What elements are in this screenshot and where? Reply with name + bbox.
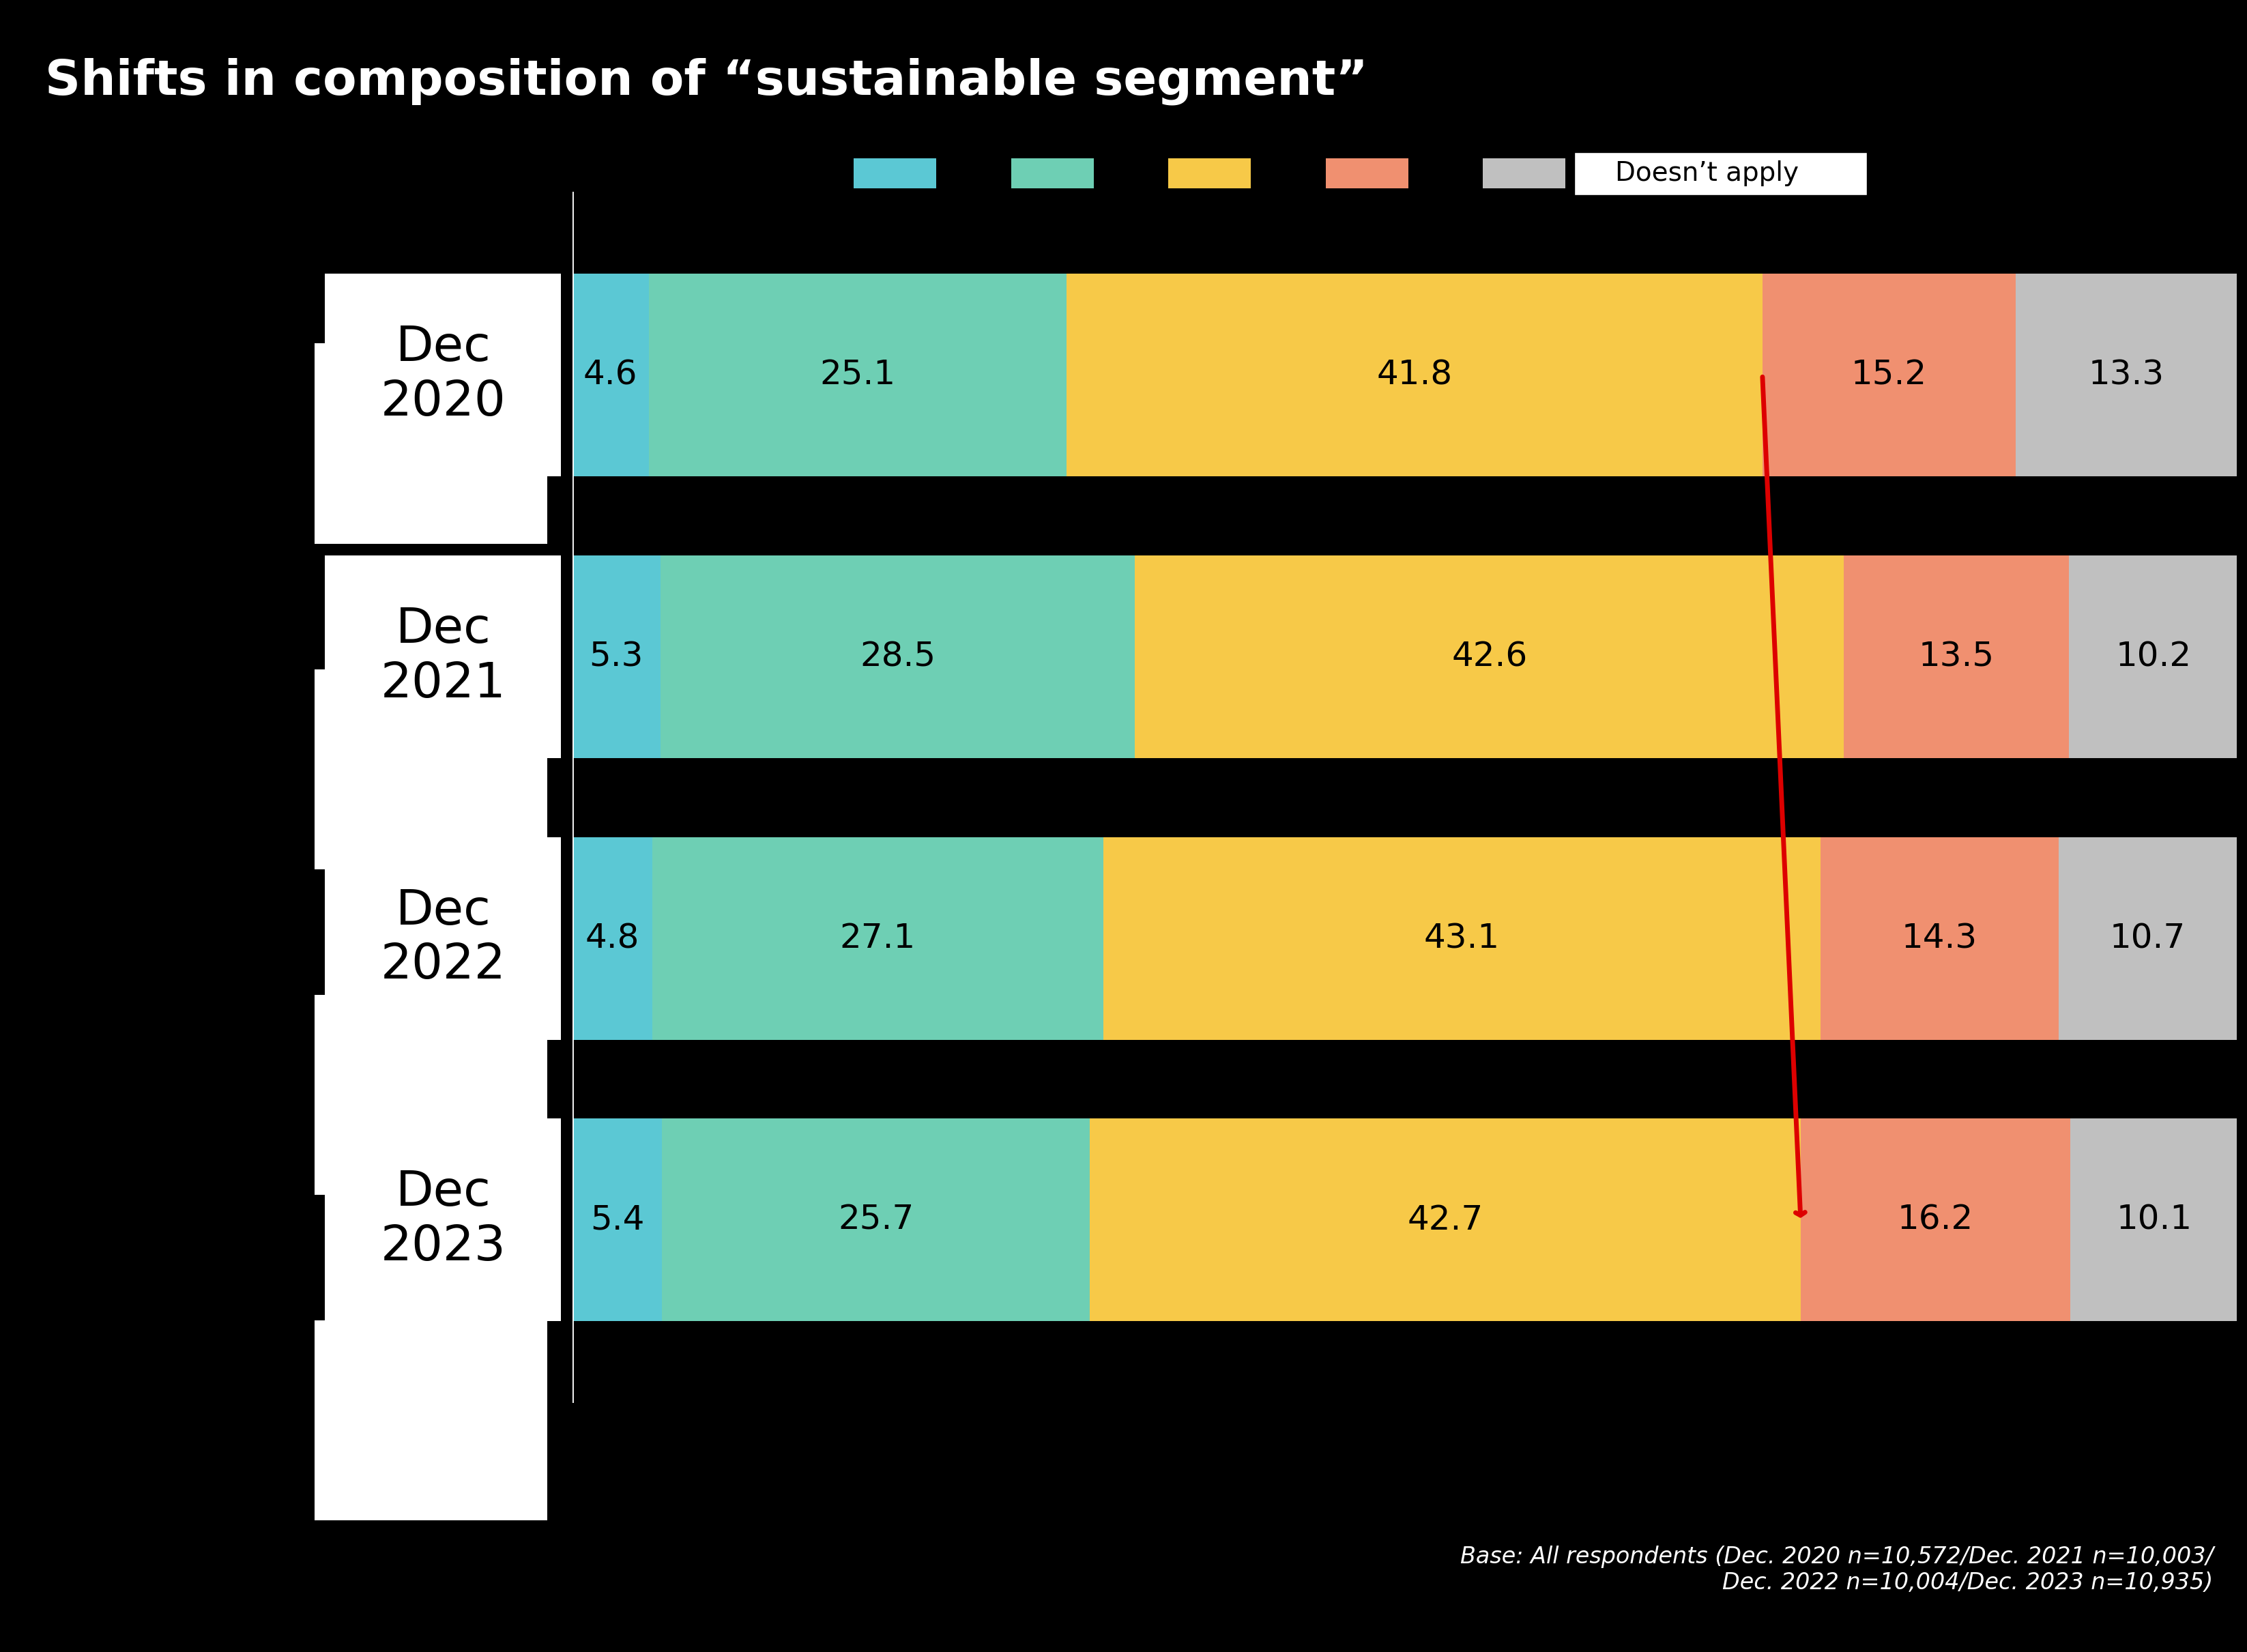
Bar — [1090, 1118, 1800, 1322]
FancyBboxPatch shape — [315, 669, 548, 869]
Text: 13.3: 13.3 — [2087, 358, 2164, 392]
Text: 4.8: 4.8 — [584, 922, 640, 955]
Text: 10.7: 10.7 — [2110, 922, 2186, 955]
Text: Base: All respondents (Dec. 2020 n=10,572/Dec. 2021 n=10,003/
Dec. 2022 n=10,004: Base: All respondents (Dec. 2020 n=10,57… — [1461, 1546, 2213, 1594]
Text: 28.5: 28.5 — [861, 641, 935, 672]
Bar — [573, 274, 649, 476]
Bar — [1762, 274, 2016, 476]
Text: Dec
2023: Dec 2023 — [380, 1170, 506, 1270]
Bar — [573, 1118, 663, 1322]
Text: 5.4: 5.4 — [591, 1204, 645, 1236]
Text: 42.7: 42.7 — [1407, 1204, 1483, 1236]
Text: 13.5: 13.5 — [1919, 641, 1993, 672]
Bar — [663, 1118, 1090, 1322]
Text: Dec
2022: Dec 2022 — [380, 887, 506, 990]
Bar — [1800, 1118, 2069, 1322]
Bar — [573, 838, 652, 1039]
Bar — [649, 274, 1067, 476]
FancyBboxPatch shape — [315, 344, 548, 544]
Text: Shifts in composition of “sustainable segment”: Shifts in composition of “sustainable se… — [45, 58, 1368, 106]
FancyBboxPatch shape — [315, 1320, 548, 1520]
Text: Doesn’t apply: Doesn’t apply — [1616, 160, 1800, 187]
Text: 16.2: 16.2 — [1896, 1204, 1973, 1236]
Text: 10.2: 10.2 — [2117, 641, 2191, 672]
Text: 43.1: 43.1 — [1425, 922, 1499, 955]
Bar — [652, 838, 1103, 1039]
Text: 14.3: 14.3 — [1901, 922, 1977, 955]
Text: 27.1: 27.1 — [840, 922, 917, 955]
Text: Dec
2021: Dec 2021 — [380, 606, 506, 707]
Bar — [573, 555, 661, 758]
Bar — [2058, 838, 2236, 1039]
Bar — [1845, 555, 2069, 758]
Text: 25.7: 25.7 — [838, 1204, 915, 1236]
Text: 5.3: 5.3 — [589, 641, 643, 672]
Bar — [661, 555, 1135, 758]
Text: 4.6: 4.6 — [584, 358, 638, 392]
Bar — [1820, 838, 2058, 1039]
Text: 41.8: 41.8 — [1377, 358, 1452, 392]
Bar — [1067, 274, 1762, 476]
Bar — [2016, 274, 2236, 476]
Text: Dec
2020: Dec 2020 — [380, 324, 506, 426]
Text: 25.1: 25.1 — [820, 358, 897, 392]
Bar — [2069, 1118, 2238, 1322]
Bar — [1103, 838, 1820, 1039]
Bar — [2069, 555, 2238, 758]
Text: 42.6: 42.6 — [1452, 641, 1528, 672]
Bar — [1135, 555, 1845, 758]
Text: 15.2: 15.2 — [1852, 358, 1926, 392]
Text: 10.1: 10.1 — [2117, 1204, 2193, 1236]
FancyBboxPatch shape — [315, 995, 548, 1194]
